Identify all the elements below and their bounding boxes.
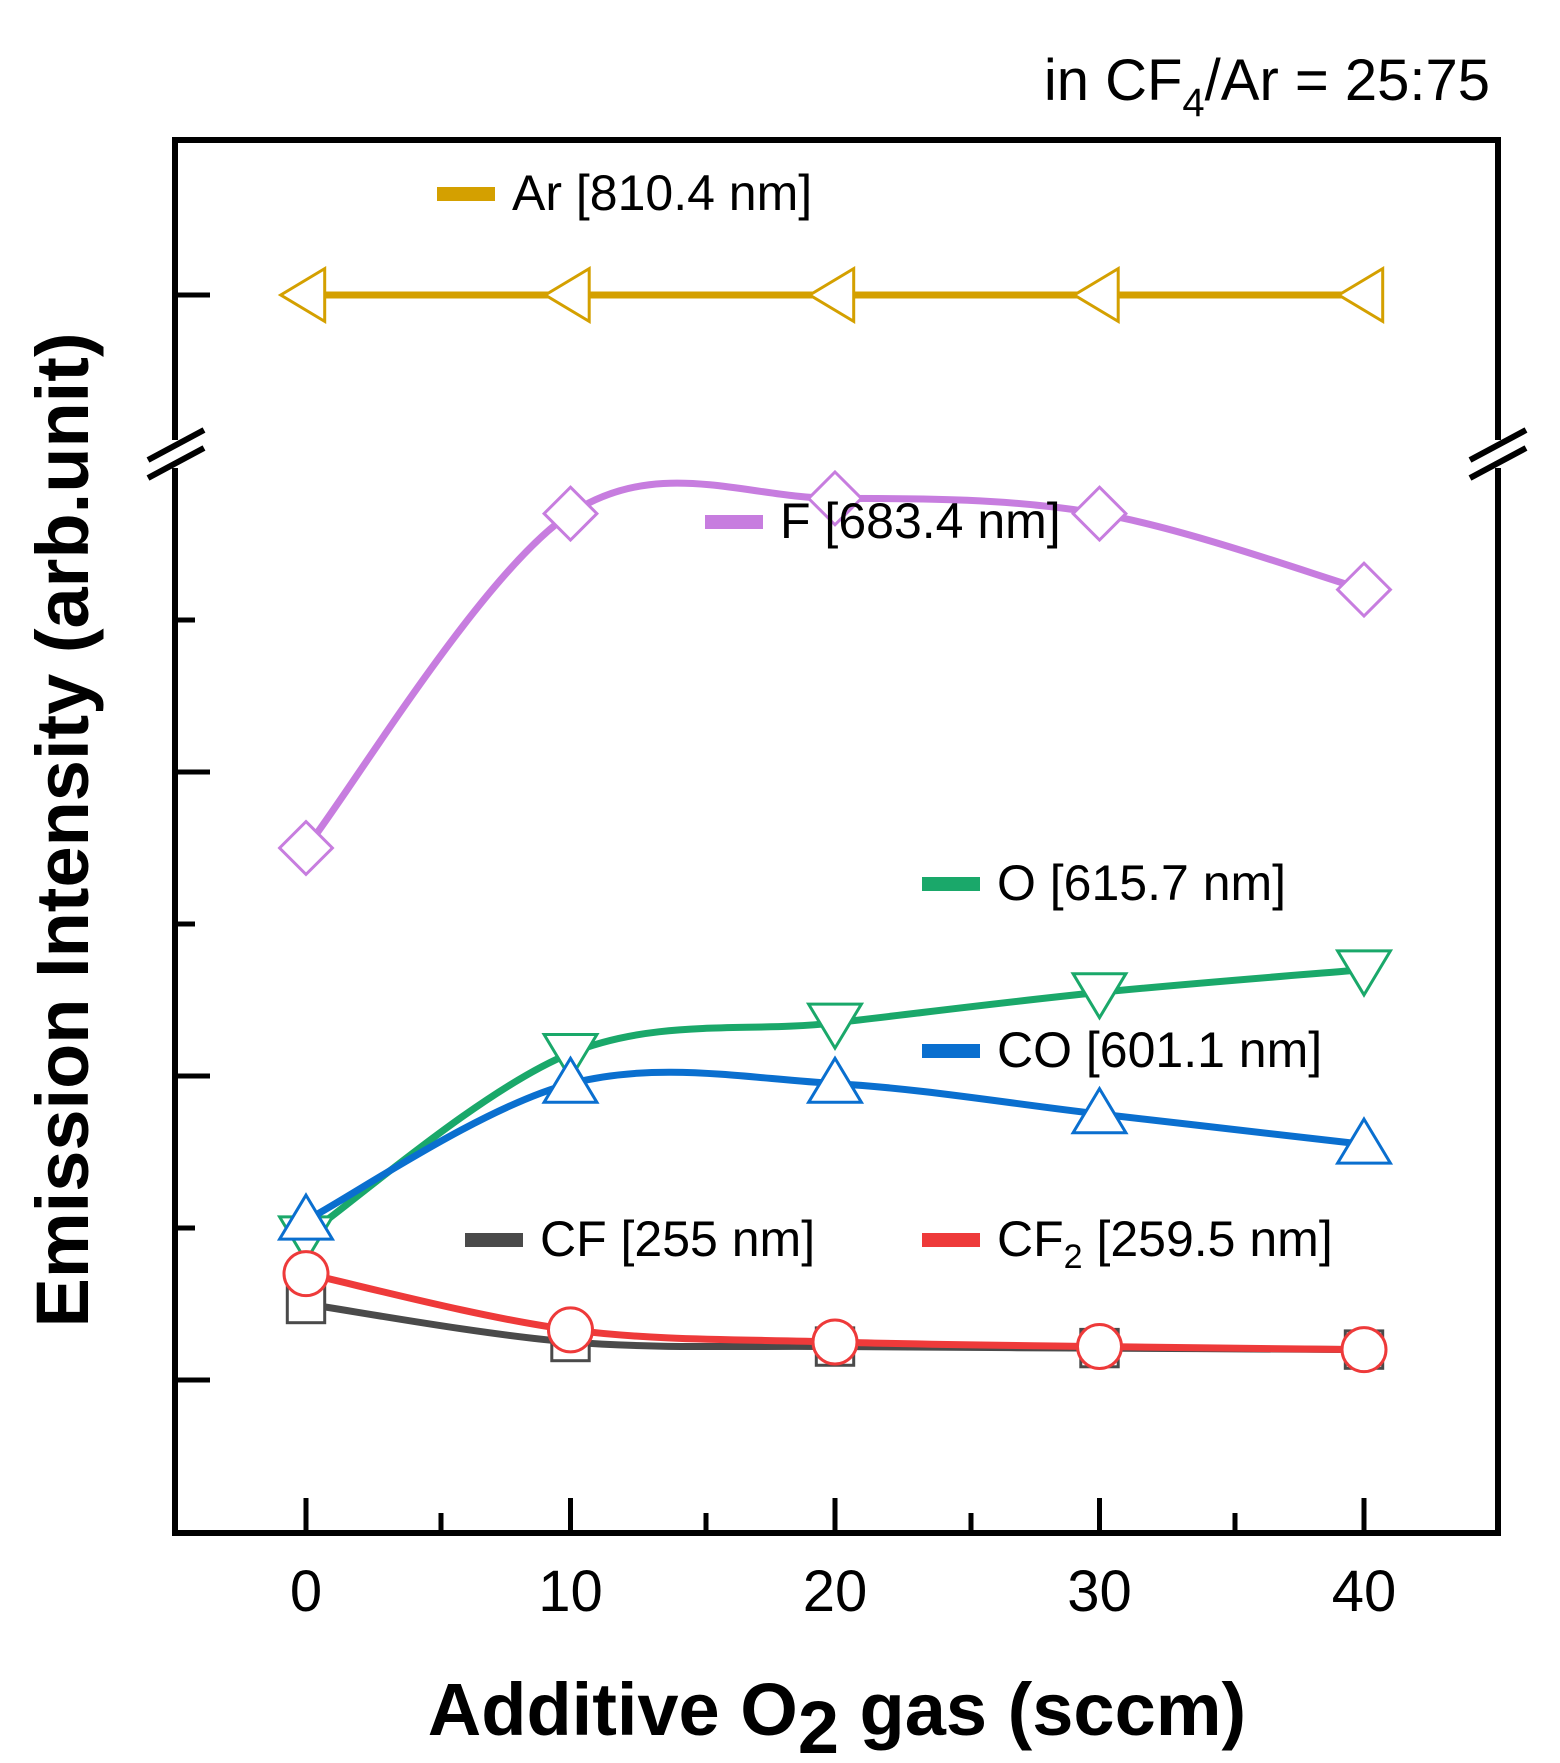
data-point-triangle-left <box>1335 265 1385 325</box>
x-tick-label: 30 <box>1067 1559 1132 1624</box>
data-point-triangle-down <box>805 1002 865 1052</box>
legend-label: CF2 [259.5 nm] <box>997 1211 1333 1276</box>
series-1 <box>277 469 1393 877</box>
legend-label: CF [255 nm] <box>540 1211 815 1267</box>
x-axis-title: Additive O2 gas (sccm) <box>428 1668 1246 1763</box>
legend-entry: F [683.4 nm] <box>705 493 1061 549</box>
series-5 <box>282 1250 1388 1374</box>
data-point-diamond <box>806 469 864 527</box>
data-point-triangle-down <box>1070 972 1129 1021</box>
data-point-triangle-up <box>276 1192 336 1241</box>
y-axis-break-right <box>1468 427 1528 481</box>
legend-entry: O [615.7 nm] <box>922 855 1286 911</box>
series-3 <box>276 1055 1394 1241</box>
legend-label: CO [601.1 nm] <box>997 1022 1322 1078</box>
data-point-circle <box>811 1318 859 1366</box>
legend-entry: Ar [810.4 nm] <box>437 165 812 221</box>
chart-annotation: in CF4/Ar = 25:75 <box>1044 48 1490 125</box>
y-ticks <box>175 292 210 1383</box>
series-0 <box>277 265 1385 325</box>
x-ticks: 0 10 20 30 40 <box>290 1498 1396 1624</box>
data-point-circle <box>1340 1326 1388 1374</box>
y-axis-title: Emission Intensity (arb.unit) <box>21 333 104 1328</box>
data-point-circle <box>1076 1323 1123 1371</box>
data-point-triangle-up <box>805 1055 865 1104</box>
data-point-circle <box>282 1250 330 1298</box>
legend-label: O [615.7 nm] <box>997 855 1286 911</box>
data-point-triangle-down <box>1334 949 1394 998</box>
data-point-triangle-up <box>1334 1116 1394 1165</box>
data-point-diamond <box>541 485 600 543</box>
y-axis-break-left <box>146 427 206 481</box>
series-layer <box>276 265 1394 1374</box>
data-point-diamond <box>1335 561 1393 619</box>
data-point-triangle-up <box>541 1055 600 1104</box>
legend-entry: CO [601.1 nm] <box>922 1022 1322 1078</box>
x-tick-label: 20 <box>803 1559 868 1624</box>
x-tick-label: 40 <box>1332 1559 1397 1624</box>
legend-label: F [683.4 nm] <box>780 493 1061 549</box>
data-point-triangle-left <box>542 265 591 325</box>
legend-layer: Ar [810.4 nm] F [683.4 nm] O [615.7 nm] CO … <box>437 165 1333 1276</box>
legend-label: Ar [810.4 nm] <box>512 165 812 221</box>
data-point-triangle-left <box>277 265 327 325</box>
x-minor-ticks <box>438 1513 1238 1533</box>
legend-entry: CF2 [259.5 nm] <box>922 1211 1333 1276</box>
data-point-triangle-up <box>1070 1085 1129 1135</box>
data-point-diamond <box>1070 485 1129 543</box>
data-point-circle <box>547 1306 594 1354</box>
x-tick-label: 0 <box>290 1559 322 1624</box>
data-point-triangle-left <box>806 265 856 325</box>
legend-entry: CF [255 nm] <box>465 1211 815 1267</box>
x-tick-label: 10 <box>538 1559 603 1624</box>
data-point-triangle-left <box>1071 265 1120 325</box>
data-point-diamond <box>277 819 335 877</box>
